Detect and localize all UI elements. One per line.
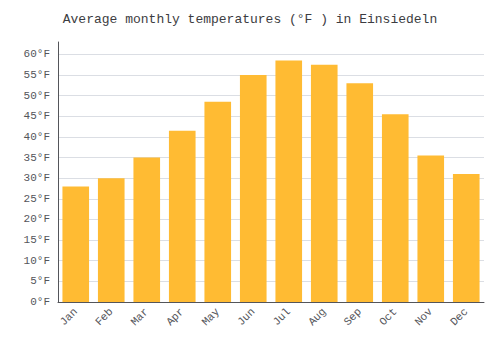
svg-text:Jul: Jul <box>271 306 293 328</box>
svg-text:May: May <box>200 305 223 328</box>
svg-text:10°F: 10°F <box>24 255 50 267</box>
svg-text:35°F: 35°F <box>24 152 50 164</box>
svg-text:30°F: 30°F <box>24 172 50 184</box>
svg-text:5°F: 5°F <box>30 275 50 287</box>
svg-text:0°F: 0°F <box>30 296 50 308</box>
svg-text:15°F: 15°F <box>24 234 50 246</box>
svg-text:40°F: 40°F <box>24 131 50 143</box>
svg-text:Jan: Jan <box>58 306 80 328</box>
svg-text:Sep: Sep <box>342 306 364 328</box>
svg-text:Oct: Oct <box>377 306 399 328</box>
svg-text:60°F: 60°F <box>24 48 50 60</box>
svg-text:Aug: Aug <box>306 306 328 328</box>
svg-text:Nov: Nov <box>413 305 436 328</box>
svg-text:45°F: 45°F <box>24 110 50 122</box>
svg-text:Apr: Apr <box>164 306 186 328</box>
svg-text:Dec: Dec <box>448 306 470 328</box>
svg-text:Mar: Mar <box>129 306 151 328</box>
svg-text:Feb: Feb <box>93 306 115 328</box>
svg-text:55°F: 55°F <box>24 69 50 81</box>
svg-text:Average monthly temperatures (: Average monthly temperatures (°F ) in Ei… <box>63 12 437 27</box>
svg-text:50°F: 50°F <box>24 90 50 102</box>
svg-text:Jun: Jun <box>235 306 257 328</box>
svg-text:25°F: 25°F <box>24 193 50 205</box>
svg-text:20°F: 20°F <box>24 213 50 225</box>
